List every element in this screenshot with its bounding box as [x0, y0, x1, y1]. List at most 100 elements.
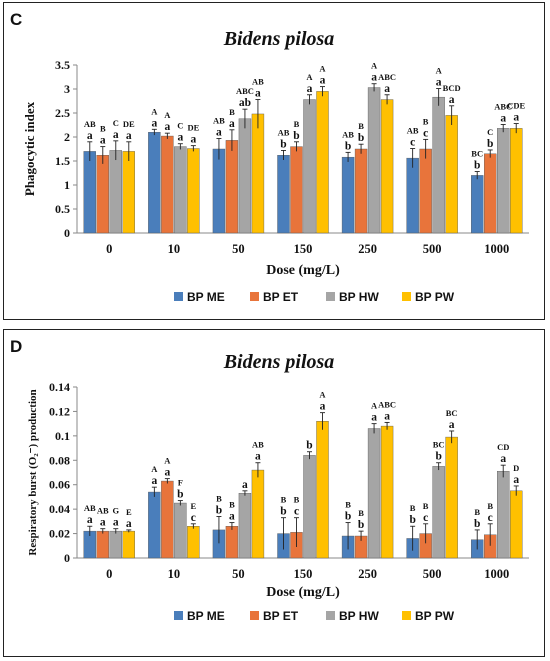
- significance-letter-lower: a: [320, 75, 326, 87]
- bar: [484, 153, 497, 234]
- significance-letter-lower: a: [216, 126, 222, 138]
- significance-letter-upper: B: [216, 493, 222, 503]
- significance-letter-upper: CDE: [507, 101, 525, 111]
- x-tick-label: 500: [423, 567, 442, 581]
- significance-letter-upper: B: [294, 495, 300, 505]
- significance-letter-lower: a: [384, 410, 390, 422]
- bar: [316, 420, 329, 559]
- significance-letter-upper: B: [410, 503, 416, 513]
- significance-letter-upper: AB: [252, 77, 264, 87]
- significance-letter-upper: BC: [471, 149, 483, 159]
- bar: [148, 491, 161, 559]
- significance-letter-lower: a: [449, 419, 455, 431]
- significance-letter-lower: b: [280, 506, 286, 518]
- bar: [251, 469, 265, 559]
- significance-letter-upper: DE: [123, 119, 135, 129]
- significance-letter-upper: A: [319, 390, 326, 400]
- significance-letter-upper: B: [423, 116, 429, 126]
- significance-letter-lower: b: [306, 440, 312, 452]
- legend-swatch: [402, 611, 411, 620]
- significance-letter-lower: a: [255, 451, 261, 463]
- y-tick-label: 0.1: [55, 429, 70, 443]
- phagocytic-index-chart: C Bidens pilosa 0 0.5 1 1.5 2 2.5 3 3.5 Phagocytic…: [10, 10, 529, 304]
- chart-title: Bidens pilosa: [223, 351, 335, 373]
- significance-letter-lower: b: [358, 519, 364, 531]
- bar: [225, 526, 239, 559]
- significance-letter-lower: a: [229, 511, 235, 523]
- significance-letter-upper: B: [474, 507, 480, 517]
- x-axis-label: Dose (mg/L): [266, 585, 340, 600]
- bar: [161, 480, 174, 559]
- bar: [212, 148, 226, 234]
- y-tick-label: 2.5: [55, 106, 70, 120]
- significance-letter-upper: BC: [446, 408, 458, 418]
- significance-letter-upper: G: [112, 506, 119, 516]
- y-tick-label: 0.12: [49, 404, 70, 418]
- significance-letter-lower: a: [126, 130, 132, 142]
- bar: [290, 146, 303, 234]
- significance-letter-upper: AB: [407, 126, 419, 136]
- significance-letter-upper: B: [100, 124, 106, 134]
- bar: [277, 155, 290, 234]
- significance-letter-upper: CD: [497, 442, 509, 452]
- significance-letter-lower: a: [100, 517, 106, 529]
- x-tick-label: 150: [294, 567, 313, 581]
- x-tick-label: 0: [106, 567, 112, 581]
- y-tick-label: 0.02: [49, 527, 70, 541]
- significance-letter-upper: B: [281, 495, 287, 505]
- y-tick-label: 0.06: [49, 478, 70, 492]
- y-tick-label: 0: [64, 551, 70, 565]
- y-tick-label: 1: [64, 178, 70, 192]
- y-tick-label: 3.5: [55, 58, 70, 72]
- bar: [238, 118, 252, 234]
- panel-label: D: [10, 337, 22, 356]
- significance-letter-upper: ABC: [494, 102, 512, 112]
- significance-letter-upper: B: [487, 501, 493, 511]
- bar: [161, 135, 174, 234]
- bar: [432, 96, 445, 234]
- significance-letter-lower: a: [113, 129, 119, 141]
- bar: [174, 502, 187, 559]
- x-tick-label: 150: [294, 242, 313, 256]
- significance-letter-lower: b: [474, 518, 480, 530]
- x-tick-label: 10: [168, 567, 181, 581]
- significance-letter-upper: F: [178, 478, 183, 488]
- significance-letter-lower: a: [500, 453, 506, 465]
- significance-letter-upper: A: [151, 106, 158, 116]
- bar: [109, 150, 122, 234]
- bar: [122, 530, 135, 559]
- significance-letter-lower: a: [255, 88, 261, 100]
- significance-letter-lower: a: [164, 467, 170, 479]
- significance-letter-lower: c: [488, 512, 493, 524]
- significance-letter-lower: ab: [239, 97, 251, 109]
- significance-letter-lower: a: [436, 77, 442, 89]
- x-tick-label: 1000: [484, 567, 509, 581]
- significance-letter-upper: A: [164, 110, 171, 120]
- legend-label: BP ET: [263, 609, 299, 623]
- significance-letter-upper: AB: [84, 503, 96, 513]
- bar: [341, 156, 355, 234]
- significance-letter-upper: E: [126, 507, 132, 517]
- y-tick-label: 3: [64, 82, 70, 96]
- significance-letter-lower: b: [293, 130, 299, 142]
- significance-letter-lower: a: [87, 514, 93, 526]
- chart-panel-d: D Bidens pilosa 0 0.02 0.04 0.06 0.08 0.1 0.12 0.…: [3, 329, 545, 657]
- significance-letter-lower: c: [423, 512, 428, 524]
- significance-letter-upper: ABC: [236, 86, 254, 96]
- bar: [316, 91, 329, 234]
- significance-letter-lower: a: [100, 135, 106, 147]
- significance-letter-upper: A: [319, 64, 326, 74]
- legend-swatch: [326, 292, 335, 301]
- bar: [445, 115, 458, 234]
- significance-letter-upper: AB: [97, 506, 109, 516]
- significance-letter-upper: A: [371, 401, 378, 411]
- bar: [122, 151, 135, 234]
- y-tick-label: 0.04: [49, 502, 70, 516]
- significance-letter-upper: B: [358, 121, 364, 131]
- legend-label: BP PW: [415, 609, 455, 623]
- bar: [367, 428, 381, 559]
- significance-letter-upper: A: [436, 66, 443, 76]
- x-tick-label: 500: [423, 242, 442, 256]
- bar: [445, 436, 458, 559]
- legend-swatch: [326, 611, 335, 620]
